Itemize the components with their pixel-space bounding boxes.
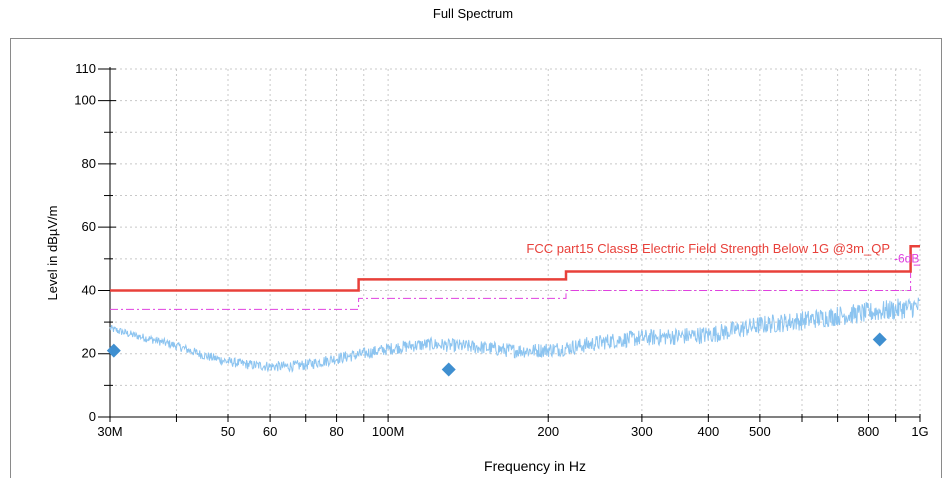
x-tick-label: 60 xyxy=(263,424,277,439)
y-tick-label: 40 xyxy=(82,282,96,297)
spectrum-chart: 0 20 40 60 80 100 110 30M 50 60 80 100M 200 300 400 500… xyxy=(45,61,929,474)
limit-line xyxy=(110,244,920,292)
x-tick-label: 30M xyxy=(97,424,122,439)
x-tick-label: 300 xyxy=(631,424,653,439)
qp-marker xyxy=(441,362,456,377)
margin-line-label: -6dB xyxy=(894,252,919,266)
x-tick-label: 100M xyxy=(372,424,405,439)
y-axis-title: Level in dBµV/m xyxy=(45,206,60,301)
chart-frame: 0 20 40 60 80 100 110 30M 50 60 80 100M 200 300 400 500… xyxy=(10,38,942,478)
y-tick-label: 100 xyxy=(74,93,96,108)
y-tick-label: 20 xyxy=(82,346,96,361)
qp-marker xyxy=(106,343,121,358)
x-tick-label: 1G xyxy=(911,424,928,439)
x-tick-label: 400 xyxy=(697,424,719,439)
spectrum-trace xyxy=(109,297,921,373)
y-tick-label: 80 xyxy=(82,156,96,171)
x-tick-label: 80 xyxy=(329,424,343,439)
x-axis-title: Frequency in Hz xyxy=(484,458,586,474)
x-tick-label: 500 xyxy=(749,424,771,439)
qp-marker xyxy=(872,332,887,347)
x-tick-label: 50 xyxy=(221,424,235,439)
margin-line xyxy=(110,264,920,310)
y-tick-label: 0 xyxy=(89,409,96,424)
y-tick-label: 60 xyxy=(82,219,96,234)
chart-title: Full Spectrum xyxy=(432,6,514,21)
x-tick-label: 200 xyxy=(537,424,559,439)
y-tick-label: 110 xyxy=(75,61,96,76)
limit-line-label: FCC part15 ClassB Electric Field Strengt… xyxy=(526,241,890,256)
x-tick-label: 800 xyxy=(858,424,880,439)
